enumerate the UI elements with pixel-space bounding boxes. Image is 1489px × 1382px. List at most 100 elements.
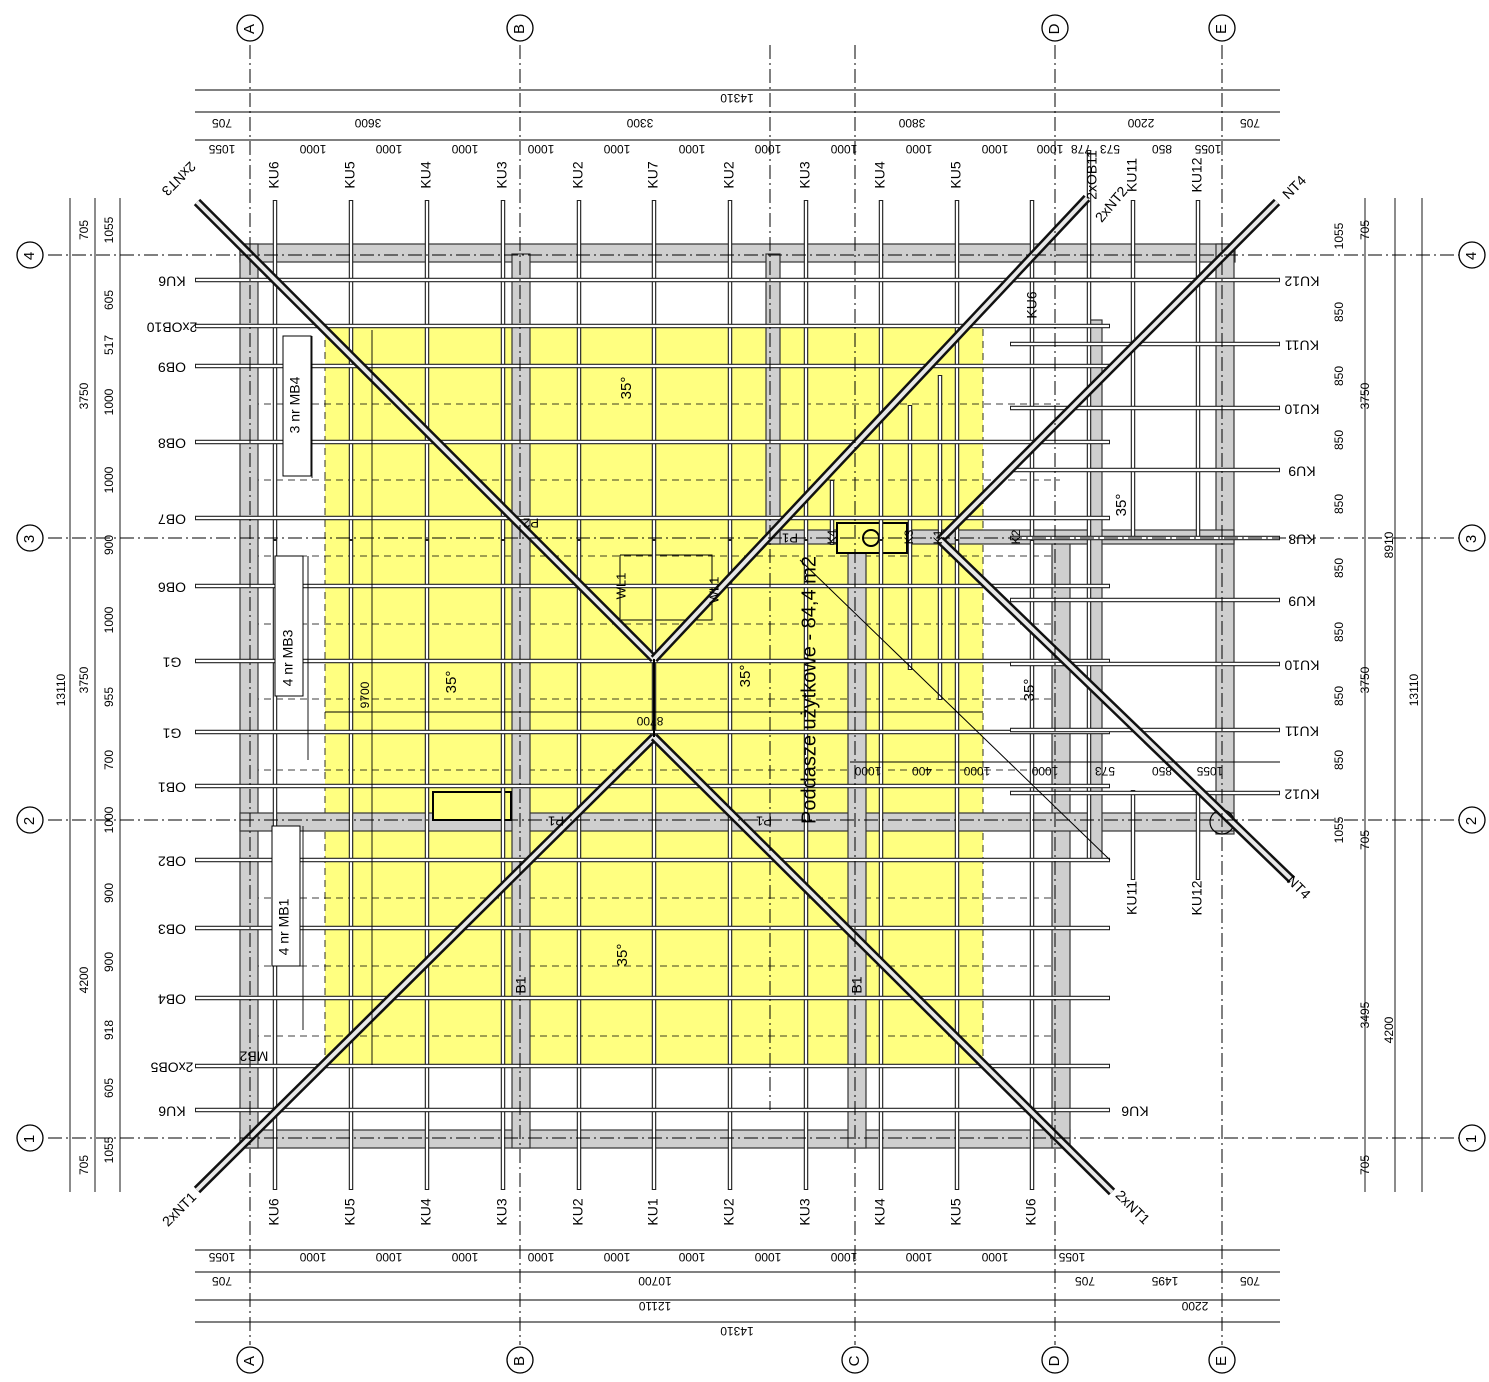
label-bottom-2: KU4 [418,1198,434,1225]
dim-left-sp-5: 900 [102,535,116,555]
label-top-11: KU11 [1124,158,1140,192]
dim-top-seg-3: 3800 [898,116,925,130]
dim-inner-5: 850 [1152,764,1172,778]
hip-rafters [193,194,1296,1196]
dim-top-sp-11: 1000 [1036,142,1063,156]
axis-number-left-0: 1 [21,1135,38,1143]
dim-top-seg-0: 705 [212,116,232,130]
dim-top-sp-15: 1055 [1194,142,1221,156]
label-bottom-1: KU5 [342,1198,358,1225]
dim-left-sp-14: 1055 [102,1136,116,1163]
label-k2: K2 [1009,529,1023,544]
label-right-3: KU9 [1288,463,1315,479]
dim-inner-3: 1000 [1031,764,1058,778]
dim-bottom-total: 14310 [720,1324,754,1338]
dim-right-sp-4: 850 [1332,494,1346,514]
dim-right-total: 13110 [1407,673,1421,706]
dim-right-sp-9: 1055 [1332,816,1346,843]
label-top-2: KU4 [418,161,434,188]
axis-letter-bottom-3: D [1046,1355,1063,1366]
label-top-1: KU5 [342,161,358,188]
dim-top-sp-0: 1055 [208,142,235,156]
dim-right-sp-0: 1055 [1332,222,1346,249]
label-top-12: KU12 [1189,157,1205,192]
label-right-8: KU12 [1284,786,1319,802]
dim-right-sp-8: 850 [1332,750,1346,770]
dim-left-seg-2: 3750 [77,666,91,693]
dim-left-seg-0: 705 [77,1155,91,1175]
hip-nt4-upper-core [938,200,1279,542]
top-wall-plate [239,243,1236,263]
label-right-5: KU9 [1288,593,1315,609]
label-wl1b: WL1 [706,577,721,604]
girder-b1-right [847,539,867,1149]
axis-letter-top-1-circle [506,14,534,42]
slope-label-0: 35° [618,377,635,400]
dim-bottom-sp-7: 1000 [754,1250,781,1264]
dim-left-sp-11: 900 [102,952,116,972]
label-top-7: KU3 [797,161,813,188]
axis-letter-top-1: B [511,24,528,34]
label-top-8: KU4 [872,161,888,188]
skylight-diag [799,559,1111,861]
dim-right-sp-2: 850 [1332,366,1346,386]
label-top-0: KU6 [266,161,282,188]
label-p1a: P1 [548,814,564,829]
axis-number-left-1: 2 [21,817,38,825]
rafters [195,150,1280,1190]
label-top-9: KU5 [948,161,964,188]
axis-letter-bottom-4: E [1213,1356,1230,1366]
hip-nt4-lower-core [938,538,1294,882]
axis-number-left-1-circle [16,806,44,834]
dim-left-sp-7: 955 [102,687,116,707]
mb-box-0 [282,335,312,477]
dim-bottom-seg-3: 1495 [1151,1274,1178,1288]
room-label: Poddasze użytkowe - 84,4 m2 [798,556,820,824]
label-p1b: P1 [756,814,772,829]
label-b1b: B1 [849,976,865,993]
label-left-13: KU6 [158,1103,185,1119]
dim-inner-6: 1055 [1196,764,1223,778]
dim-right-sp-5: 850 [1332,558,1346,578]
dim-bottom-seg-2: 705 [1075,1274,1095,1288]
label-right-4: KU8 [1288,531,1315,547]
label-left-5: OB6 [158,579,186,595]
axis-number-left-3: 4 [21,252,38,260]
label-left-11: OB4 [158,991,186,1007]
dim-bottom-sp-4: 1000 [527,1250,554,1264]
dim-top-sp-5: 1000 [603,142,630,156]
dim-right-seg-3: 3495 [1358,1001,1372,1028]
dim-top-seg-1: 3600 [354,116,381,130]
axis-number-left-0-circle [16,1124,44,1152]
axis-letter-bottom-1-circle [506,1346,534,1374]
dim-right-seg-705b: 705 [1358,830,1372,850]
label-left-4: OB7 [158,511,186,527]
label-left-3: OB8 [158,435,186,451]
label-bottom-8: KU4 [872,1198,888,1225]
dim-left-seg-4: 705 [77,220,91,240]
label-left-10: OB3 [158,921,186,937]
axis-number-right-1: 2 [1463,817,1480,825]
dim-top-sp-4: 1000 [527,142,554,156]
dim-top-sp-8: 1000 [830,142,857,156]
dim-left-seg-3: 4200 [77,966,91,993]
label-ku6_inner: KU6 [1024,291,1040,318]
dim-inner-2: 1000 [963,764,990,778]
dim-bottom-sp-5: 1000 [603,1250,630,1264]
dim-bottom-sp-6: 1000 [678,1250,705,1264]
label-b1a: B1 [513,976,529,993]
axis-letter-top-3-circle [1041,14,1069,42]
label-bottom-4: KU2 [570,1198,586,1225]
label-left-6: G1 [162,654,181,670]
label-left-1: 2xOB10 [146,319,197,335]
dim-bottom-2200: 2200 [1181,1299,1208,1313]
dim-top-seg-2: 3300 [626,116,653,130]
dim-right-seg-2: 3750 [1358,666,1372,693]
label-ku12_low: KU12 [1189,880,1205,915]
dimension-lines [69,89,1423,1323]
window-wl1 [619,554,713,621]
label-k1: K1 [931,529,945,544]
axis-letter-top-3: D [1046,23,1063,34]
slope-label-3: 35° [737,665,754,688]
